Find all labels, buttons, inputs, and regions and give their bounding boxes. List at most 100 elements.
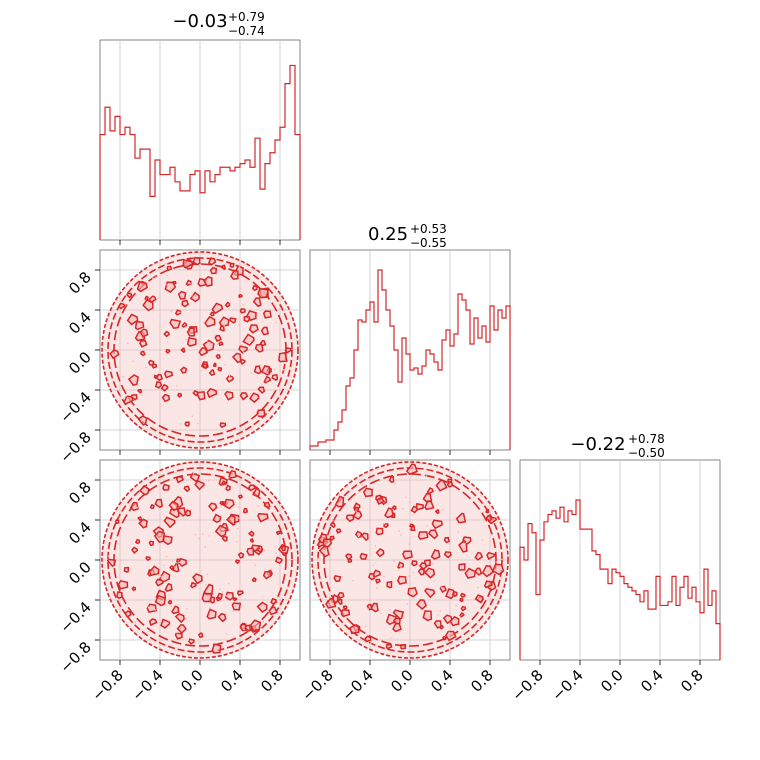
sample-point bbox=[225, 632, 228, 635]
contour-blob bbox=[372, 569, 381, 578]
contour-blob bbox=[334, 495, 345, 508]
contour-blob bbox=[148, 618, 158, 627]
contour-blob bbox=[218, 316, 230, 328]
marginal-title-2-plus: +0.78 bbox=[628, 432, 665, 446]
sample-point bbox=[316, 557, 319, 560]
contour-blob bbox=[263, 375, 272, 384]
x-tick-label: −0.4 bbox=[338, 666, 376, 704]
contour-blob bbox=[405, 463, 418, 476]
contour-blob bbox=[194, 479, 205, 491]
contour-blob bbox=[252, 487, 261, 498]
sample-point bbox=[221, 645, 224, 648]
contour-blob bbox=[364, 635, 372, 643]
sample-point bbox=[257, 413, 260, 416]
sample-point bbox=[136, 506, 139, 509]
contour-blob bbox=[231, 352, 242, 364]
sample-point bbox=[389, 608, 391, 611]
contour-blob bbox=[333, 574, 342, 583]
sample-point bbox=[482, 511, 485, 514]
sample-point bbox=[227, 582, 230, 585]
contour-blob bbox=[190, 581, 197, 589]
contour-blob bbox=[184, 421, 190, 427]
sample-point bbox=[178, 561, 180, 564]
contour-blob bbox=[481, 565, 495, 578]
contour-blob bbox=[208, 502, 218, 512]
sample-point bbox=[249, 392, 252, 395]
contour-blob bbox=[280, 545, 286, 552]
contour-blob bbox=[177, 557, 187, 568]
contour-blob bbox=[189, 472, 201, 483]
contour-blob bbox=[342, 605, 348, 610]
contour-blob bbox=[239, 358, 246, 365]
sample-point bbox=[185, 618, 188, 620]
contour-blob bbox=[126, 292, 133, 299]
contour-blob bbox=[423, 559, 431, 567]
contour-blob bbox=[237, 551, 245, 559]
sample-point bbox=[166, 274, 168, 277]
contour-blob bbox=[391, 505, 397, 511]
x-tick-label: −0.4 bbox=[128, 666, 166, 704]
contour-blob bbox=[352, 510, 363, 521]
contour-blob bbox=[163, 330, 170, 338]
contour-blob bbox=[145, 556, 151, 562]
contour-blob bbox=[434, 509, 440, 515]
sample-point bbox=[141, 497, 143, 499]
contour-blob bbox=[225, 514, 236, 526]
contour-blob bbox=[221, 264, 227, 270]
contour-blob bbox=[483, 580, 493, 589]
sample-point bbox=[204, 546, 207, 548]
grid-lines bbox=[329, 250, 491, 455]
sample-point bbox=[198, 537, 200, 540]
sample-point bbox=[196, 422, 199, 425]
sample-point bbox=[390, 637, 392, 639]
contour-blob bbox=[144, 295, 149, 301]
contour-blob bbox=[234, 559, 241, 565]
contour-blob bbox=[410, 505, 419, 514]
sample-point bbox=[355, 510, 357, 513]
contour-blob bbox=[474, 594, 484, 604]
contour-blob bbox=[124, 610, 132, 618]
contour-blob bbox=[278, 351, 288, 363]
contour-blob bbox=[154, 498, 164, 509]
contour-blob bbox=[411, 560, 418, 567]
sample-point bbox=[257, 505, 260, 507]
contour-blob bbox=[208, 369, 216, 376]
contour-blob bbox=[458, 563, 466, 571]
sample-point bbox=[127, 342, 129, 345]
contour-blob bbox=[182, 258, 194, 269]
density-fill bbox=[102, 462, 298, 658]
contour-blob bbox=[209, 311, 215, 317]
contour-blob bbox=[187, 638, 195, 645]
marginal-histogram-0: −0.03 +0.79 −0.74 bbox=[99, 10, 301, 245]
contour-blob bbox=[139, 340, 148, 348]
sample-point bbox=[426, 525, 428, 527]
sample-point bbox=[440, 586, 443, 589]
sample-point bbox=[180, 311, 182, 314]
contour-blob bbox=[443, 536, 450, 544]
x-tick-label: 0.4 bbox=[637, 666, 667, 696]
sample-point bbox=[239, 561, 241, 563]
sample-point bbox=[393, 560, 395, 562]
contour-blob bbox=[131, 586, 137, 592]
sample-point bbox=[238, 324, 240, 326]
contour-blob bbox=[439, 624, 444, 630]
contour-blob bbox=[196, 391, 206, 401]
contour-blob bbox=[211, 302, 224, 315]
sample-point bbox=[162, 564, 165, 566]
sample-point bbox=[455, 604, 457, 607]
contour-blob bbox=[221, 535, 228, 542]
contour-blob bbox=[164, 281, 177, 293]
contour-blob bbox=[232, 597, 238, 602]
sample-point bbox=[208, 535, 210, 537]
sample-point bbox=[119, 395, 121, 397]
sample-point bbox=[200, 369, 203, 372]
contour-blob bbox=[123, 566, 130, 573]
contour-blob bbox=[250, 544, 261, 553]
joint-contour-1-0 bbox=[99, 249, 301, 455]
sample-point bbox=[383, 575, 385, 578]
sample-point bbox=[437, 614, 439, 616]
contour-blob bbox=[322, 538, 333, 548]
contour-blob bbox=[271, 374, 279, 381]
contour-blob bbox=[242, 507, 249, 514]
sample-point bbox=[406, 603, 409, 605]
